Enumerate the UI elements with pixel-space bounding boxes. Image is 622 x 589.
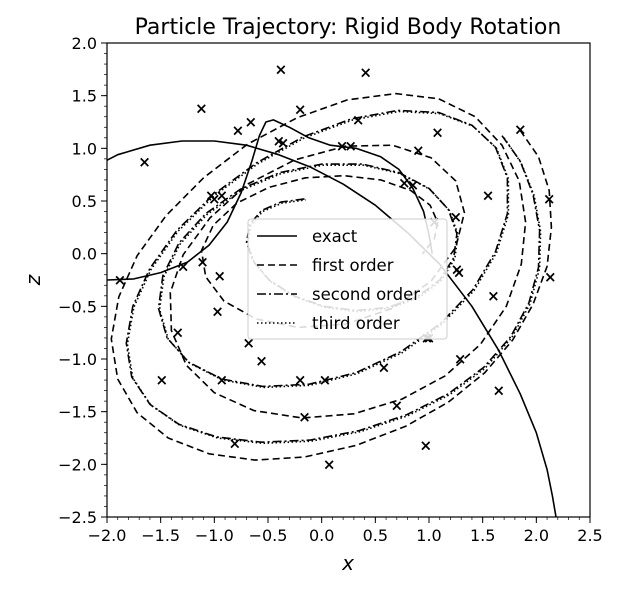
series-first-order-line <box>110 92 553 461</box>
x-marker-point: × <box>195 99 208 117</box>
x-marker-point: × <box>451 260 464 278</box>
series-exact-line <box>107 119 433 281</box>
y-axis-label: z <box>21 274 45 286</box>
y-tick-label: −0.5 <box>58 297 97 316</box>
legend-box <box>247 218 448 340</box>
legend-label-second-order: second order <box>312 285 420 304</box>
y-tick-label: 0.5 <box>72 192 97 211</box>
x-axis: −2.0 −1.5 −1.0 −0.5 0.0 0.5 1.0 1.5 2.0 2.5 <box>88 517 603 545</box>
x-marker-point: × <box>487 287 500 305</box>
x-marker-point: × <box>211 303 224 321</box>
x-marker-point: × <box>407 176 420 194</box>
x-marker-point: × <box>298 408 311 426</box>
legend-label-third-order: third order <box>312 314 400 333</box>
y-tick-label: −2.0 <box>58 455 97 474</box>
x-marker-point: × <box>359 63 372 81</box>
y-tick-label: 1.0 <box>72 139 97 158</box>
x-marker-point: × <box>275 60 288 78</box>
x-tick-label: 2.0 <box>524 526 549 545</box>
x-marker-point: × <box>391 396 404 414</box>
x-tick-label: −2.0 <box>88 526 127 545</box>
plot-frame <box>106 42 591 518</box>
x-tick-label: 0.0 <box>309 526 334 545</box>
x-marker-point: × <box>245 113 258 131</box>
x-tick-label: −1.5 <box>141 526 180 545</box>
x-tick-label: 1.5 <box>470 526 495 545</box>
x-tick-label: 0.5 <box>363 526 388 545</box>
x-marker-point: × <box>323 455 336 473</box>
x-marker-point: × <box>172 324 185 342</box>
chart-title: Particle Trajectory: Rigid Body Rotation <box>135 15 562 40</box>
x-marker-point: × <box>450 208 463 226</box>
x-marker-point: × <box>454 350 467 368</box>
x-marker-point: × <box>344 137 357 155</box>
y-tick-label: −1.5 <box>58 403 97 422</box>
y-tick-label: 0.0 <box>72 245 97 264</box>
y-tick-label: −1.0 <box>58 350 97 369</box>
x-marker-point: × <box>543 190 556 208</box>
legend: exact first order second order third order <box>247 218 448 340</box>
x-marker-point: × <box>196 253 209 271</box>
x-marker-point: × <box>336 137 349 155</box>
x-marker-point: × <box>412 141 425 159</box>
x-tick-label: 2.5 <box>577 526 602 545</box>
x-marker-point: × <box>228 434 241 452</box>
x-marker-point: × <box>352 111 365 129</box>
x-marker-point: × <box>453 264 466 282</box>
x-marker-point: × <box>277 134 290 152</box>
x-marker-point: × <box>482 187 495 205</box>
x-marker-point: × <box>138 153 151 171</box>
plot-area: ×××××××××××× ×××××××××××× ××××××××××××××××… <box>106 42 591 518</box>
y-tick-label: 2.0 <box>72 34 97 53</box>
x-marker-point: × <box>216 371 229 389</box>
x-marker-point: × <box>378 358 391 376</box>
y-tick-label: −2.5 <box>58 508 97 527</box>
x-marker-point: × <box>514 120 527 138</box>
legend-entries: exact first order second order third order <box>257 227 420 333</box>
marker-layer: ×××××××××××× ×××××××××××× ××××××××××××××××… <box>114 60 557 473</box>
x-marker-point: × <box>208 190 221 208</box>
y-axis: −2.5 −2.0 −1.5 −1.0 −0.5 0.0 0.5 1.0 1.5 2.0 <box>58 34 107 527</box>
x-tick-label: 1.0 <box>416 526 441 545</box>
x-marker-point: × <box>114 271 127 289</box>
x-tick-label: −0.5 <box>249 526 288 545</box>
y-tick-label: 1.5 <box>72 87 97 106</box>
x-marker-point: × <box>272 132 285 150</box>
x-marker-point: × <box>398 174 411 192</box>
x-marker-point: × <box>255 352 268 370</box>
x-marker-point: × <box>205 187 218 205</box>
legend-label-first-order: first order <box>312 256 394 275</box>
x-marker-point: × <box>177 257 190 275</box>
x-marker-point: × <box>155 371 168 389</box>
x-marker-point: × <box>431 124 444 142</box>
series-exact-line <box>107 140 557 517</box>
x-marker-point: × <box>319 371 332 389</box>
x-marker-point: × <box>544 268 557 286</box>
x-tick-label: −1.0 <box>195 526 234 545</box>
x-marker-point: × <box>216 187 229 205</box>
x-marker-point: × <box>419 436 432 454</box>
x-marker-point: × <box>232 121 245 139</box>
x-marker-point: × <box>294 371 307 389</box>
legend-label-exact: exact <box>312 227 358 246</box>
x-marker-point: × <box>492 382 505 400</box>
x-axis-label: x <box>341 551 354 575</box>
x-marker-point: × <box>294 100 307 118</box>
x-marker-point: × <box>213 267 226 285</box>
